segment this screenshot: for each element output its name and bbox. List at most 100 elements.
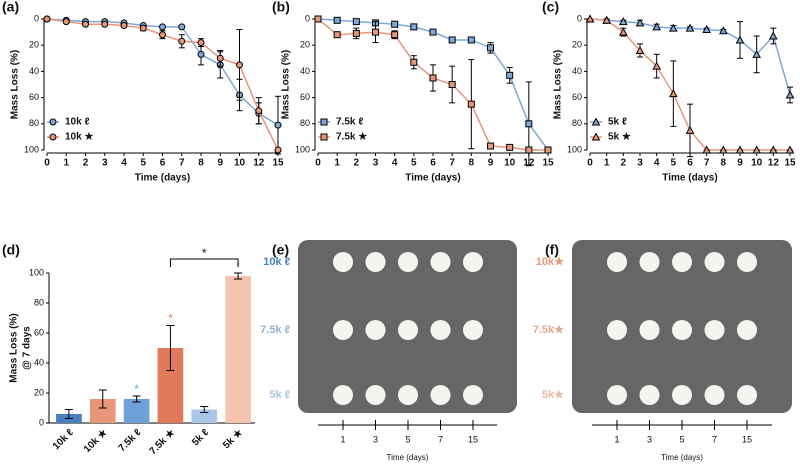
sample-disc — [672, 320, 692, 340]
y-tick-label: 40 — [300, 66, 310, 76]
sample-disc — [607, 385, 627, 405]
x-tick-label: 15 — [742, 434, 752, 444]
marker — [410, 58, 418, 66]
bracket-label: * — [202, 246, 207, 260]
x-tick-label: 1 — [334, 158, 340, 169]
x-tick-label: 10k ℓ — [51, 427, 76, 452]
x-tick-label: 1 — [614, 434, 619, 444]
marker — [197, 50, 205, 58]
y-tick-label: 100 — [295, 144, 310, 154]
marker — [685, 125, 695, 134]
marker — [735, 145, 745, 154]
marker — [718, 26, 728, 35]
marker — [82, 20, 89, 28]
x-tick-label: 0 — [587, 158, 593, 169]
x-tick-label: 1 — [63, 158, 69, 169]
sample-disc — [639, 320, 660, 340]
x-tick-label: 7 — [704, 158, 710, 169]
panel-label: (a) — [2, 0, 19, 15]
marker — [372, 28, 379, 36]
marker — [785, 145, 795, 154]
x-tick-label: 5 — [405, 434, 410, 444]
panel-label: (d) — [2, 242, 20, 258]
x-tick-label: 3 — [373, 158, 379, 169]
x-tick-label: 7 — [179, 158, 185, 169]
x-tick-label: 4 — [121, 158, 127, 169]
x-tick-label: 9 — [737, 158, 743, 169]
x-tick-label: 7.5k ℓ — [117, 427, 144, 454]
sample-disc — [463, 385, 483, 405]
marker — [652, 22, 662, 31]
sample-disc — [365, 385, 386, 405]
x-tick-label: 3 — [637, 158, 643, 169]
y-tick-label: 0 — [577, 13, 582, 23]
marker — [178, 37, 186, 45]
x-tick-label: 15 — [468, 434, 478, 444]
marker — [506, 71, 514, 79]
y-tick-label: 80 — [34, 297, 44, 307]
marker — [159, 31, 166, 39]
marker — [320, 133, 328, 141]
marker — [685, 23, 695, 32]
marker — [467, 100, 475, 108]
legend-label: 7.5k ℓ — [336, 117, 363, 128]
marker — [718, 145, 728, 154]
marker — [506, 143, 514, 151]
x-tick-label: 5 — [671, 158, 677, 169]
marker — [448, 81, 456, 88]
y-tick-label: 80 — [29, 118, 39, 128]
row-label: 10k★ — [536, 256, 564, 268]
sample-disc — [430, 320, 451, 340]
marker — [429, 74, 437, 82]
marker — [62, 18, 70, 26]
row-label: 7.5k ℓ — [260, 324, 290, 336]
marker — [702, 24, 712, 33]
y-tick-label: 40 — [29, 66, 39, 76]
x-tick-label: 5k ★ — [221, 427, 245, 451]
x-tick-label: 7 — [438, 434, 443, 444]
y-tick-label: 100 — [29, 267, 44, 277]
x-tick-label: 15 — [784, 158, 796, 169]
x-tick-label: 5k ℓ — [190, 427, 211, 448]
x-tick-label: 7 — [449, 158, 455, 169]
x-tick-label: 15 — [272, 158, 284, 169]
y-axis-title: @ 7 days — [22, 326, 33, 370]
sample-disc — [365, 252, 386, 272]
x-tick-label: 3 — [373, 434, 378, 444]
x-tick-label: 2 — [621, 158, 627, 169]
marker — [668, 23, 678, 32]
sample-disc — [672, 252, 692, 272]
marker — [43, 15, 51, 23]
x-tick-label: 10 — [751, 158, 763, 169]
x-axis-title: Time (days) — [662, 173, 717, 184]
y-axis-title: Mass Loss (%) — [10, 50, 21, 119]
marker — [702, 145, 712, 154]
x-tick-label: 7 — [712, 434, 717, 444]
sample-disc — [365, 320, 386, 340]
marker — [274, 121, 282, 129]
x-tick-label: 6 — [430, 158, 436, 169]
marker — [49, 118, 57, 126]
marker — [448, 36, 456, 44]
marker — [255, 107, 263, 115]
y-tick-label: 60 — [34, 327, 44, 337]
marker — [735, 35, 745, 44]
marker — [591, 132, 601, 141]
row-label: 7.5k★ — [533, 324, 564, 336]
marker — [120, 22, 128, 30]
y-tick-label: 0 — [39, 417, 44, 427]
x-tick-label: 6 — [160, 158, 166, 169]
sample-disc — [704, 385, 725, 405]
marker — [752, 145, 762, 154]
marker — [49, 133, 57, 141]
row-label: 10k ℓ — [263, 256, 290, 268]
x-tick-label: 8 — [721, 158, 727, 169]
x-tick-label: 10k ★ — [82, 427, 110, 455]
panel-label: (c) — [542, 0, 559, 15]
sample-disc — [333, 320, 353, 340]
sample-disc — [463, 320, 483, 340]
y-tick-label: 100 — [24, 144, 39, 154]
sample-disc — [639, 252, 660, 272]
marker — [467, 36, 475, 44]
